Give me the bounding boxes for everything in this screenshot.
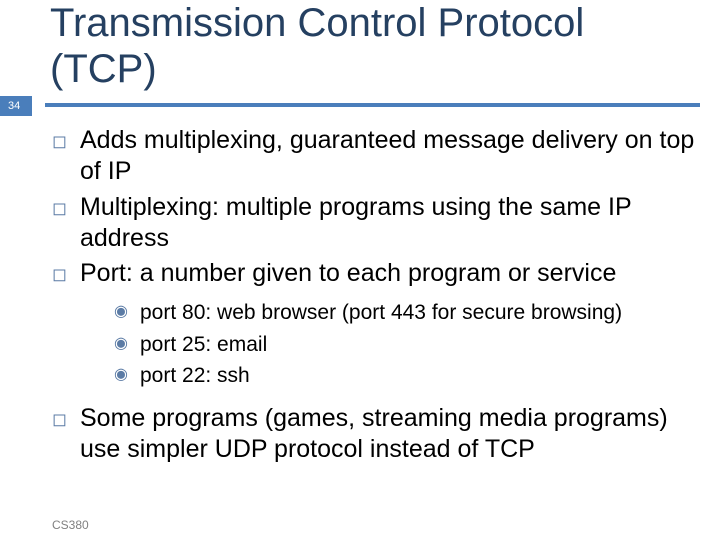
square-bullet-icon: ◻ (52, 125, 80, 154)
bullet-text: Multiplexing: multiple programs using th… (80, 192, 700, 255)
bullet-text: Port: a number given to each program or … (80, 258, 616, 289)
bullet-item: ◻ Some programs (games, streaming media … (52, 403, 700, 466)
bullet-item: ◻ Port: a number given to each program o… (52, 258, 700, 289)
slide-title: Transmission Control Protocol (TCP) (50, 0, 700, 92)
target-bullet-icon: ◉ (114, 331, 140, 356)
square-bullet-icon: ◻ (52, 192, 80, 221)
bullet-text: Some programs (games, streaming media pr… (80, 403, 700, 466)
slide-body: ◻ Adds multiplexing, guaranteed message … (52, 125, 700, 470)
bullet-item: ◻ Multiplexing: multiple programs using … (52, 192, 700, 255)
sub-bullet-text: port 25: email (140, 331, 267, 358)
bullet-text: Adds multiplexing, guaranteed message de… (80, 125, 700, 188)
title-underline (45, 103, 700, 107)
slide-number: 34 (8, 100, 20, 112)
slide-number-badge: 34 (0, 96, 32, 116)
target-bullet-icon: ◉ (114, 362, 140, 387)
sub-bullet-item: ◉ port 25: email (114, 331, 700, 358)
square-bullet-icon: ◻ (52, 403, 80, 432)
sub-bullet-text: port 22: ssh (140, 362, 250, 389)
target-bullet-icon: ◉ (114, 299, 140, 324)
bullet-item: ◻ Adds multiplexing, guaranteed message … (52, 125, 700, 188)
footer-text: CS380 (52, 518, 89, 532)
sub-bullet-item: ◉ port 22: ssh (114, 362, 700, 389)
sub-bullet-item: ◉ port 80: web browser (port 443 for sec… (114, 299, 700, 326)
sub-bullet-group: ◉ port 80: web browser (port 443 for sec… (114, 299, 700, 389)
sub-bullet-text: port 80: web browser (port 443 for secur… (140, 299, 622, 326)
slide: 34 Transmission Control Protocol (TCP) ◻… (0, 0, 720, 540)
square-bullet-icon: ◻ (52, 258, 80, 287)
title-region: Transmission Control Protocol (TCP) (50, 0, 700, 92)
